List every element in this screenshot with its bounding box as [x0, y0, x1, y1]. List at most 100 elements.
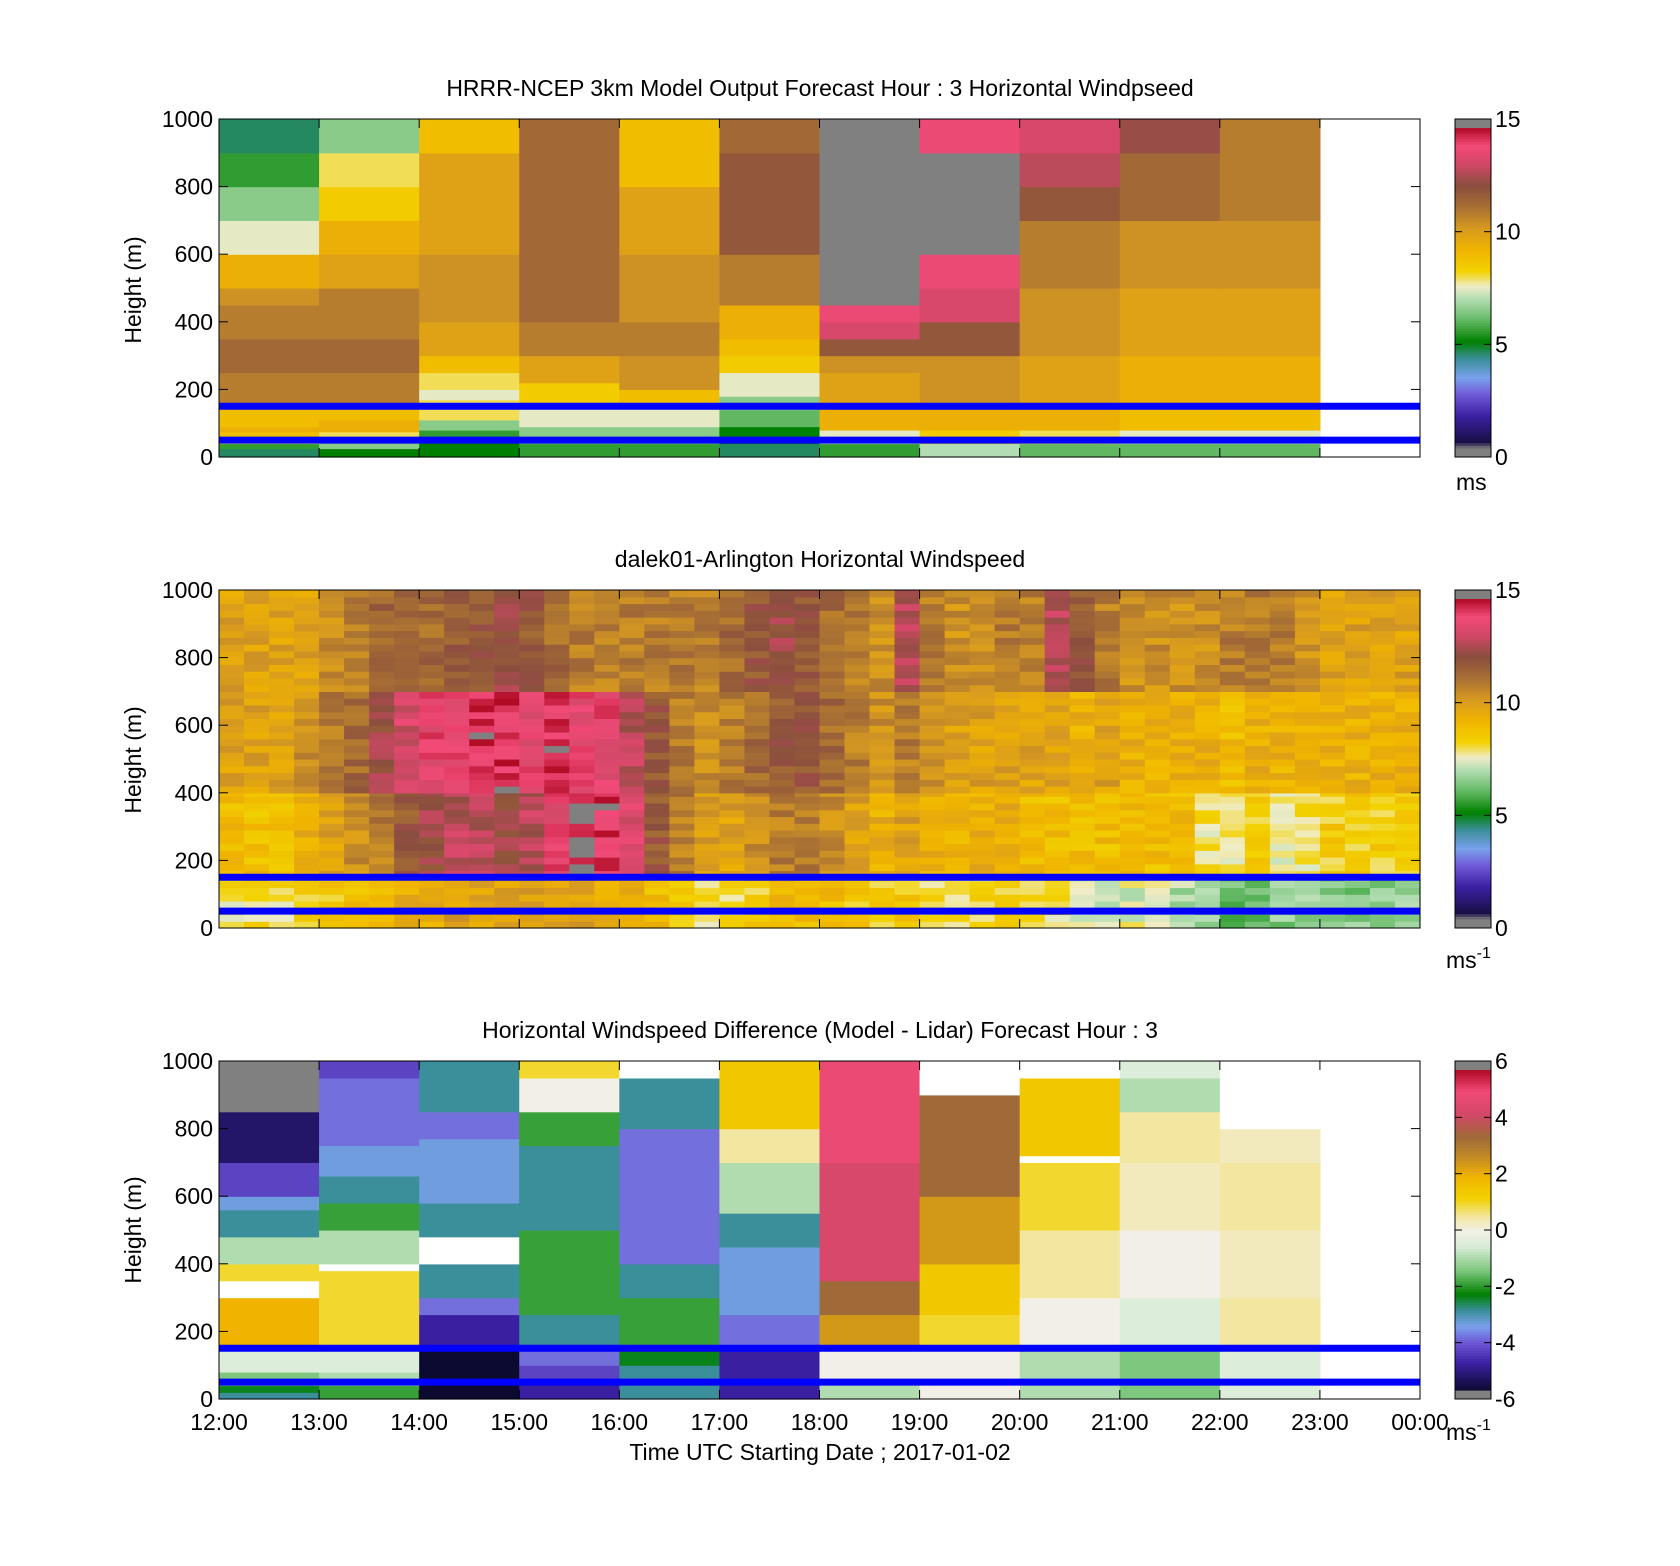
colorbar-segment [1455, 724, 1491, 728]
lidar-cell [419, 796, 445, 804]
lidar-cell [919, 914, 946, 922]
model-cell [219, 304, 320, 340]
lidar-cell [1169, 765, 1196, 774]
lidar-cell [369, 677, 395, 686]
lidar-cell [869, 816, 896, 824]
colorbar-tick-label: -4 [1495, 1330, 1516, 1356]
colorbar-segment [1455, 413, 1491, 417]
lidar-cell [869, 809, 896, 818]
colorbar-segment [1455, 1286, 1491, 1290]
lidar-cell [944, 752, 971, 760]
lidar-cell [594, 704, 620, 713]
lidar-cell [1394, 650, 1421, 659]
lidar-cell [319, 596, 345, 605]
lidar-cell [719, 698, 746, 706]
lidar-cell [719, 765, 746, 774]
colorbar-segment [1455, 673, 1491, 677]
lidar-cell [369, 843, 395, 851]
colorbar-segment [1455, 1320, 1491, 1324]
lidar-cell [1094, 823, 1121, 831]
lidar-cell [619, 698, 645, 706]
difference-cell [319, 1230, 420, 1265]
model-cell [1219, 355, 1321, 407]
lidar-cell [1219, 816, 1246, 824]
lidar-cell [994, 596, 1021, 605]
lidar-cell [1019, 759, 1046, 767]
lidar-cell [1394, 745, 1421, 753]
lidar-cell [244, 765, 270, 774]
lidar-cell [1019, 823, 1046, 831]
colorbar-tick-label: 2 [1495, 1161, 1508, 1187]
difference-cell [919, 1314, 1021, 1349]
lidar-cell [494, 779, 520, 787]
model-cell [619, 254, 721, 323]
colorbar-segment [1455, 1267, 1491, 1271]
colorbar-overflow-top [1455, 590, 1491, 599]
colorbar-segment [1455, 905, 1491, 909]
lidar-cell [244, 796, 270, 804]
difference-cell [419, 1314, 520, 1349]
lidar-cell [1044, 671, 1071, 679]
lidar-cell [1144, 863, 1171, 872]
lidar-cell [494, 772, 520, 780]
lidar-cell [769, 704, 796, 713]
lidar-cell [1269, 704, 1296, 713]
lidar-cell [569, 671, 595, 679]
lidar-cell [1119, 603, 1146, 611]
lidar-cell [1344, 684, 1371, 692]
lidar-cell [369, 644, 395, 652]
lidar-cell [1144, 657, 1171, 665]
lidar-cell [1294, 603, 1321, 611]
lidar-cell [594, 630, 620, 638]
lidar-cell [294, 802, 320, 811]
lidar-cell [794, 610, 821, 618]
lidar-cell [994, 900, 1021, 909]
lidar-cell [1019, 863, 1046, 872]
colorbar-segment [1455, 831, 1491, 835]
lidar-cell [969, 603, 996, 611]
lidar-cell [1169, 850, 1196, 858]
colorbar-segment [1455, 681, 1491, 685]
lidar-cell [1194, 590, 1221, 598]
lidar-cell [994, 610, 1021, 618]
lidar-cell [244, 863, 270, 872]
lidar-cell [969, 765, 996, 774]
lidar-cell [344, 816, 370, 824]
lidar-cell [269, 823, 295, 831]
lidar-cell [794, 796, 821, 804]
colorbar-segment [1455, 671, 1491, 675]
model-cell [419, 406, 520, 421]
lidar-cell [944, 657, 971, 665]
lidar-cell [1094, 900, 1121, 909]
colorbar-segment [1455, 1080, 1491, 1084]
colorbar-segment [1455, 381, 1491, 385]
colorbar-segment [1455, 1288, 1491, 1292]
lidar-cell [569, 863, 595, 872]
lidar-cell [994, 786, 1021, 794]
model-cell [1119, 443, 1221, 458]
lidar-cell [444, 857, 470, 865]
lidar-cell [1194, 725, 1221, 733]
lidar-cell [694, 590, 721, 598]
colorbar-segment [1455, 708, 1491, 712]
colorbar-segment [1455, 1118, 1491, 1122]
lidar-cell [269, 765, 295, 774]
lidar-cell [319, 914, 345, 922]
lidar-cell [1344, 650, 1371, 659]
lidar-cell [1269, 738, 1296, 747]
lidar-cell [594, 590, 620, 598]
lidar-cell [419, 596, 445, 605]
lidar-cell [219, 894, 245, 902]
colorbar-tick-label: 15 [1495, 106, 1521, 132]
lidar-cell [1344, 765, 1371, 774]
lidar-cell [1194, 671, 1221, 679]
lidar-cell [544, 894, 570, 902]
lidar-cell [969, 677, 996, 686]
lidar-cell [394, 843, 420, 851]
colorbar-segment [1455, 1120, 1491, 1124]
lidar-cell [1169, 880, 1196, 889]
colorbar-segment [1455, 721, 1491, 725]
colorbar-segment [1455, 783, 1491, 787]
lidar-cell [619, 617, 645, 625]
lidar-cell [644, 610, 670, 618]
